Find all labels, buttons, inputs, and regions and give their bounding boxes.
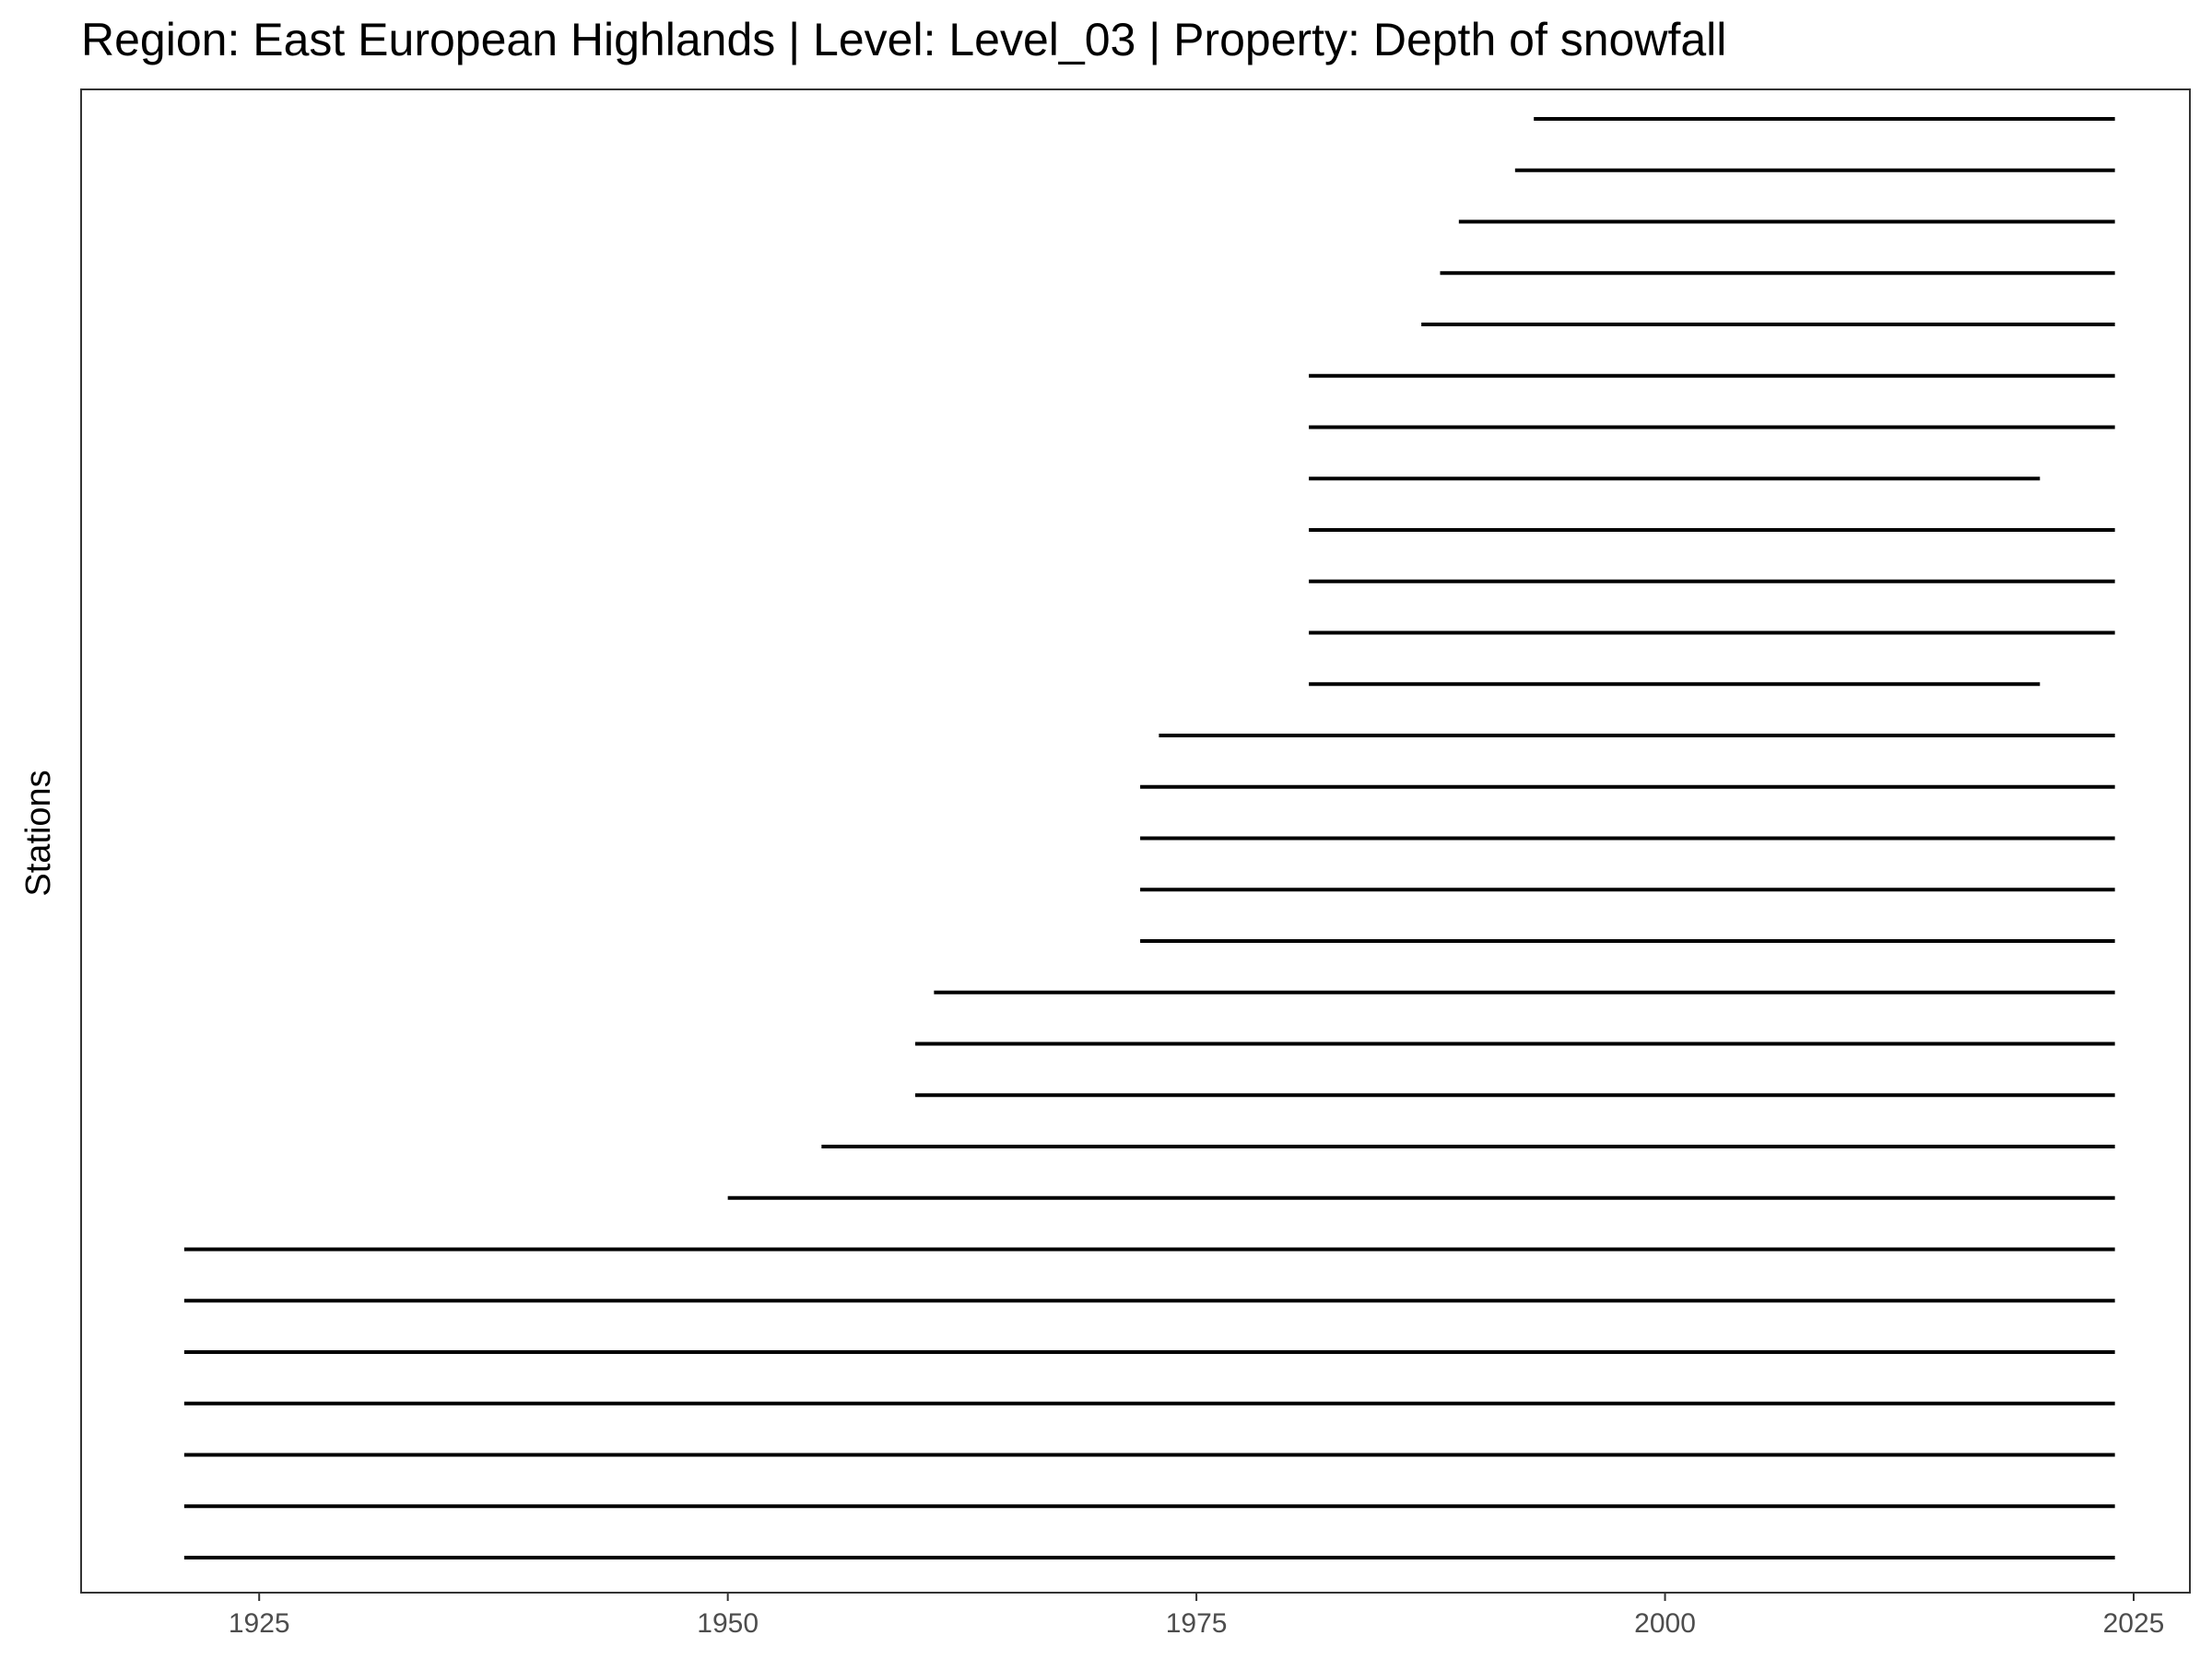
segments-layer <box>183 117 2115 1559</box>
y-axis-label: Stations <box>19 770 58 896</box>
x-axis: 1925 1950 1975 2000 2025 <box>229 1593 2165 1639</box>
x-tick-label: 1925 <box>229 1608 290 1639</box>
plot-panel <box>80 88 2191 1594</box>
x-tick-label: 1975 <box>1166 1608 1228 1639</box>
x-tick-label: 2000 <box>1634 1608 1696 1639</box>
x-tick-label: 1950 <box>697 1608 759 1639</box>
chart-title: Region: East European Highlands | Level:… <box>81 14 1726 65</box>
x-tick-label: 2025 <box>2103 1608 2165 1639</box>
